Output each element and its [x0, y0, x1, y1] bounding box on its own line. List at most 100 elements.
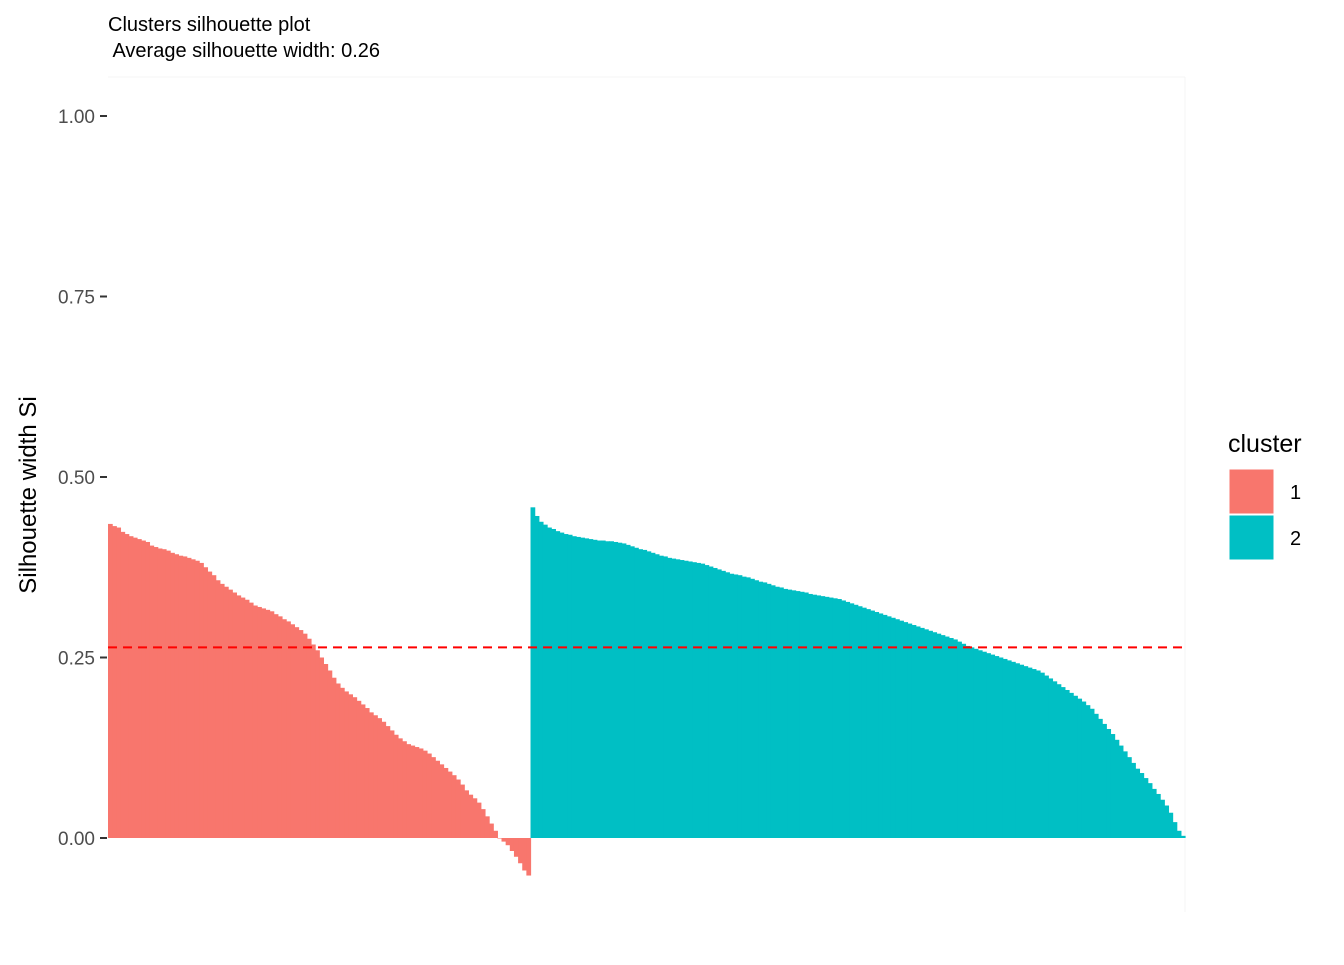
bar: [766, 583, 772, 838]
bar: [559, 532, 565, 838]
bar: [265, 609, 271, 838]
y-tick-label: 0.50: [58, 468, 95, 489]
bar: [199, 562, 204, 838]
bar: [745, 577, 751, 838]
bar: [1180, 835, 1186, 838]
bar: [588, 539, 594, 838]
bar: [352, 697, 358, 838]
bar: [882, 614, 888, 838]
bar: [248, 602, 254, 838]
bar: [141, 540, 146, 838]
bar: [339, 687, 345, 838]
bar: [174, 554, 180, 838]
bar: [629, 546, 635, 838]
bar: [845, 601, 851, 838]
bar: [1077, 698, 1083, 838]
bar: [654, 554, 660, 838]
bar: [435, 760, 440, 838]
bar: [725, 572, 730, 838]
bar: [310, 644, 316, 838]
bar: [551, 528, 556, 838]
y-tick-label: 1.00: [58, 107, 95, 128]
bar: [1127, 757, 1132, 838]
bar: [377, 718, 382, 838]
bar: [327, 670, 333, 838]
bar: [638, 549, 643, 838]
bar: [1006, 660, 1012, 838]
bar: [853, 604, 859, 838]
bar: [468, 794, 474, 838]
bar: [1081, 701, 1087, 838]
bar: [965, 645, 971, 838]
bar: [977, 650, 983, 838]
bar: [447, 771, 453, 838]
bar: [642, 549, 648, 838]
bar: [687, 561, 693, 838]
bar: [1172, 822, 1178, 838]
bar: [389, 730, 395, 838]
bar: [261, 608, 267, 838]
bar: [397, 738, 403, 838]
bar: [832, 598, 838, 838]
bar: [750, 578, 755, 838]
bar: [1056, 684, 1062, 838]
bar: [190, 559, 196, 838]
bar: [857, 606, 863, 838]
bar: [530, 507, 536, 838]
bar: [257, 606, 262, 838]
bar: [1073, 695, 1078, 838]
bar: [754, 580, 759, 838]
bar: [1156, 793, 1161, 838]
bar: [451, 775, 457, 838]
bar: [203, 567, 209, 838]
bar: [373, 715, 378, 838]
bar: [1011, 661, 1016, 838]
bar: [795, 591, 801, 838]
bar: [733, 574, 739, 838]
bar: [132, 537, 138, 838]
series-1: [108, 523, 532, 876]
bar: [244, 599, 250, 838]
bar: [774, 586, 780, 838]
bar: [431, 757, 436, 838]
bar: [1048, 678, 1054, 838]
bar: [219, 583, 225, 838]
bar: [356, 700, 362, 838]
bar: [1098, 718, 1103, 838]
bar: [501, 838, 507, 842]
bar: [1106, 728, 1112, 838]
bar: [286, 621, 291, 838]
bar: [696, 562, 701, 838]
bar: [161, 549, 167, 838]
bar: [625, 544, 631, 838]
bar: [1031, 669, 1037, 838]
bar: [1102, 723, 1107, 838]
bar: [298, 630, 304, 838]
bar: [112, 526, 117, 838]
bar: [712, 567, 718, 838]
bar: [368, 712, 374, 838]
bar: [364, 708, 370, 838]
bar: [1002, 658, 1008, 838]
bar: [729, 573, 735, 838]
bar: [783, 588, 788, 838]
bar: [439, 764, 445, 838]
bar: [443, 767, 449, 838]
bar: [837, 599, 842, 838]
series-2: [530, 507, 1186, 838]
bar: [907, 623, 913, 838]
bar: [1027, 667, 1033, 838]
bar: [252, 605, 258, 838]
legend-title: cluster: [1228, 430, 1302, 458]
bar: [671, 558, 677, 838]
bar: [414, 747, 420, 838]
bar: [895, 619, 900, 838]
bar: [555, 531, 561, 838]
bar: [704, 565, 710, 838]
bar: [153, 547, 159, 838]
bar: [609, 541, 614, 838]
bar: [331, 677, 337, 838]
bar: [223, 586, 229, 838]
bar: [522, 838, 527, 871]
